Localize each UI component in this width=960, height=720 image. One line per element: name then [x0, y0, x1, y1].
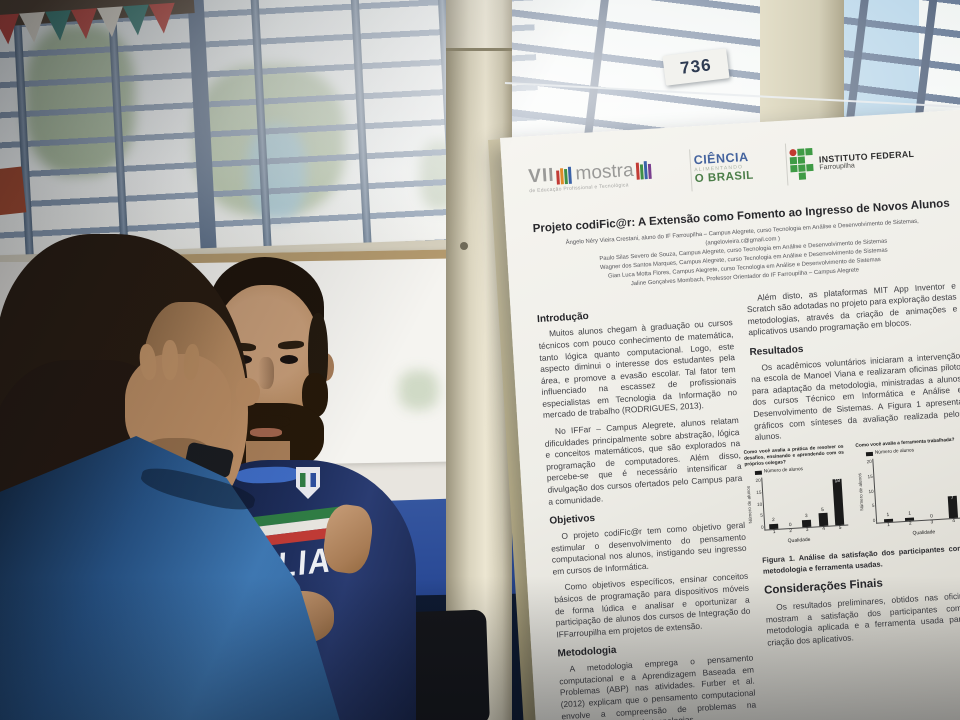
paragraph: A metodologia emprega o pensamento compu… [558, 652, 757, 720]
y-tick: 10 [756, 501, 763, 507]
finger [162, 340, 178, 380]
paragraph: Além disto, as plataformas MIT App Inven… [746, 279, 958, 338]
x-tick: 2 [908, 521, 912, 527]
paragraph: Os acadêmicos voluntários iniciaram a in… [750, 350, 960, 443]
bar: 18 [832, 478, 845, 526]
flag [70, 8, 100, 40]
bar-chart-tool: Como você avalia a ferramenta trabalhada… [855, 436, 960, 541]
room-number: 736 [679, 55, 713, 78]
mustache [242, 415, 290, 428]
nose [236, 378, 260, 406]
bar: 7 [947, 495, 958, 519]
bar-value: 7 [950, 496, 954, 502]
research-poster: VII mostra de Educação Profissional e Te… [500, 109, 960, 720]
legend-label: Número de alunos [763, 466, 804, 475]
y-tick: 15 [756, 489, 762, 496]
bar [802, 519, 812, 528]
pillar-mark [460, 242, 468, 250]
paragraph: Muitos alunos chegam à graduação ou curs… [538, 317, 738, 421]
bar [818, 513, 828, 527]
logo-divider [688, 149, 693, 192]
chart-plot: 11120374195 [872, 452, 960, 528]
paragraph: Os resultados preliminares, obtidos nas … [765, 589, 960, 648]
legend-label: Número de alunos [874, 448, 915, 456]
foreground-man [0, 230, 520, 720]
figure-caption: Figura 1. Análise da satisfação dos part… [762, 543, 960, 576]
y-tick: 20 [866, 459, 872, 465]
ciencia-brasil-logo: CIÊNCIA ALIMENTANDO O BRASIL [693, 148, 783, 187]
x-axis-label: Qualidade [787, 537, 811, 545]
y-tick: 5 [871, 503, 875, 509]
poster-logo-row: VII mostra de Educação Profissional e Te… [527, 125, 950, 211]
flag [96, 6, 125, 39]
x-axis-label: Qualidade [912, 529, 936, 538]
flag [0, 13, 22, 46]
y-tick: 10 [868, 488, 874, 494]
poster-left-column: Introdução Muitos alunos chegam à gradua… [536, 294, 757, 720]
y-tick: 20 [755, 478, 761, 484]
bar-group: 18 5 [830, 473, 846, 531]
y-tick: 0 [872, 517, 876, 524]
instituto-federal-logo: INSTITUTO FEDERAL Farroupilha [789, 139, 949, 180]
lips [250, 428, 282, 437]
mostra-word: mostra [574, 159, 635, 184]
chart-plot: 2 1 0 2 3 3 5 4 18 5 [761, 473, 849, 535]
flag [45, 9, 74, 42]
x-tick: 4 [822, 526, 826, 532]
flag [19, 11, 48, 44]
logo-divider [784, 143, 788, 186]
y-tick: 15 [867, 473, 873, 480]
if-grid-icon [789, 147, 814, 180]
paragraph: Como objetivos específicos, ensinar conc… [553, 571, 751, 640]
blue-shirt [0, 436, 343, 720]
flag [148, 2, 177, 35]
bar-value: 18 [834, 478, 841, 484]
mostra-bars-icon [556, 166, 573, 185]
mostra-vii: VII [527, 164, 556, 187]
mostra-logo: VII mostra de Educação Profissional e Te… [528, 157, 687, 194]
x-tick: 4 [952, 518, 956, 524]
x-tick: 3 [805, 527, 809, 533]
x-tick: 5 [838, 525, 842, 531]
bar-chart-practice: Como você avalia a prática de resolver o… [744, 445, 850, 548]
x-tick: 1 [887, 522, 891, 528]
red-wall-strip [0, 166, 27, 216]
figure-1-charts: Como você avalia a prática de resolver o… [744, 436, 960, 548]
mostra-bars-icon [636, 160, 653, 180]
poster-right-column: Além disto, as plataformas MIT App Inven… [744, 279, 960, 720]
eye [280, 355, 298, 364]
y-tick: 0 [760, 524, 764, 530]
x-tick: 1 [772, 529, 776, 535]
y-tick: 5 [760, 513, 764, 519]
x-tick: 3 [930, 520, 934, 526]
paragraph: O projeto codiFic@r tem como objetivo ge… [550, 519, 747, 577]
nose [258, 357, 274, 389]
pillar-cap [446, 0, 512, 48]
badge-stripes [300, 473, 316, 487]
flag [122, 4, 151, 37]
legend-swatch-icon [865, 451, 874, 457]
paragraph: No IFFar – Campus Alegrete, alunos relat… [544, 415, 743, 507]
legend-swatch-icon [754, 470, 763, 476]
pillar-ring [446, 48, 512, 51]
x-tick: 2 [789, 528, 793, 534]
